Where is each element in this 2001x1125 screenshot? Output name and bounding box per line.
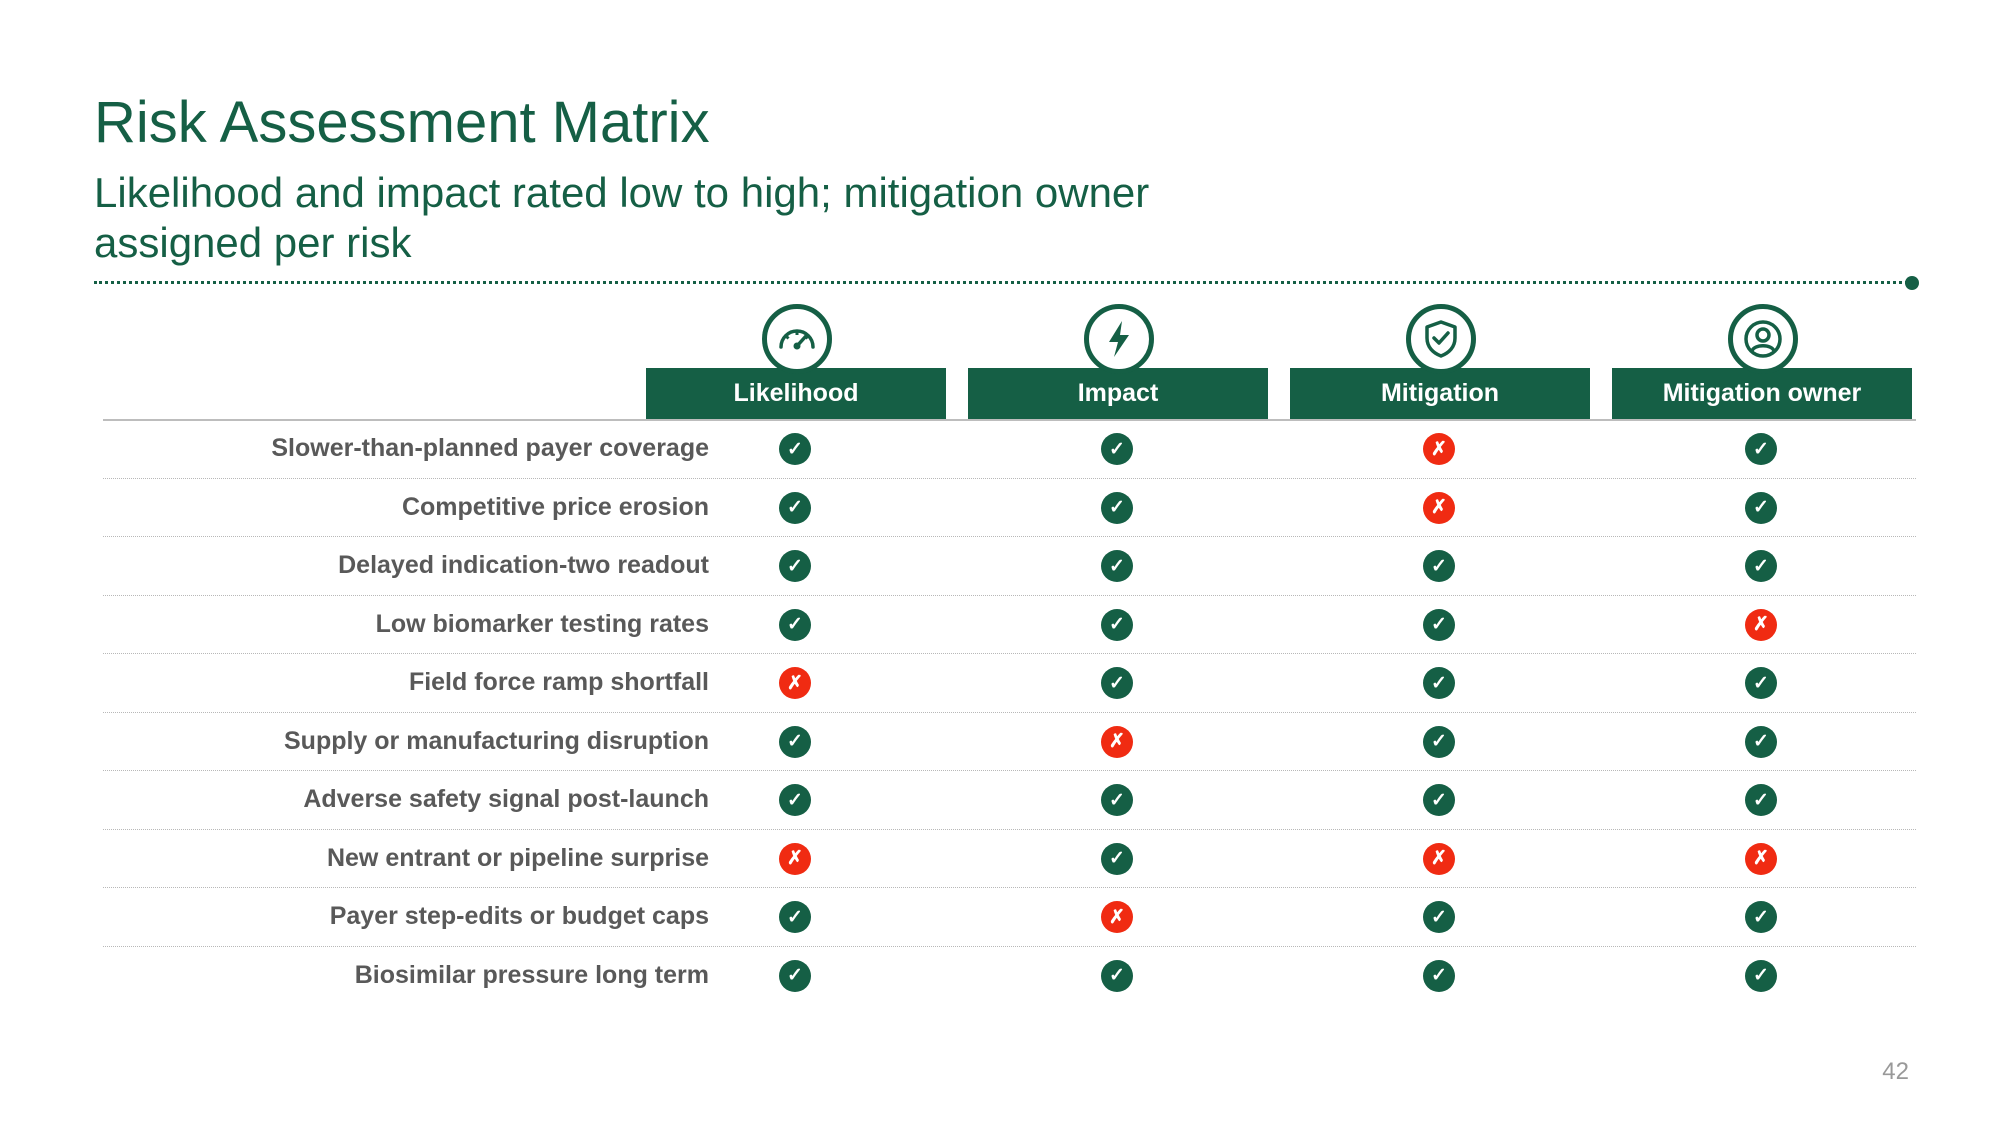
column-header-impact: Impact bbox=[968, 304, 1268, 419]
column-header-likelihood: Likelihood bbox=[646, 304, 946, 419]
check-icon: ✓ bbox=[1101, 608, 1133, 641]
risk-table: Slower-than-planned payer coverage ✓ ✓ ✗ ✓ Co… bbox=[103, 420, 1916, 1004]
table-row: Competitive price erosion ✓ ✓ ✗ ✓ bbox=[103, 479, 1916, 537]
risk-label: Competitive price erosion bbox=[401, 492, 709, 521]
table-row: Adverse safety signal post-launch ✓ ✓ ✓ ✓ bbox=[103, 771, 1916, 830]
risk-label: Slower-than-planned payer coverage bbox=[271, 434, 709, 463]
check-icon: ✓ bbox=[1101, 842, 1133, 875]
check-icon: ✓ bbox=[1745, 784, 1777, 816]
lightning-icon bbox=[1084, 304, 1154, 374]
check-icon: ✓ bbox=[1101, 667, 1133, 699]
cross-icon: ✗ bbox=[779, 667, 811, 699]
check-icon: ✓ bbox=[1101, 784, 1133, 816]
column-label: Impact bbox=[968, 368, 1268, 419]
slide-subtitle: Likelihood and impact rated low to high;… bbox=[94, 169, 1150, 266]
risk-label: New entrant or pipeline surprise bbox=[326, 843, 709, 872]
title-divider bbox=[94, 281, 1908, 284]
table-row: Field force ramp shortfall ✗ ✓ ✓ ✓ bbox=[103, 654, 1916, 713]
check-icon: ✓ bbox=[1101, 491, 1133, 524]
column-label: Likelihood bbox=[646, 368, 946, 419]
check-icon: ✓ bbox=[1745, 667, 1777, 699]
table-row: Low biomarker testing rates ✓ ✓ ✓ ✗ bbox=[103, 596, 1916, 654]
check-icon: ✓ bbox=[1101, 959, 1133, 992]
slide-title: Risk Assessment Matrix bbox=[94, 90, 710, 155]
risk-label: Biosimilar pressure long term bbox=[354, 960, 709, 989]
risk-label: Payer step-edits or budget caps bbox=[329, 902, 709, 931]
header-divider bbox=[103, 419, 1916, 421]
divider-end-dot bbox=[1905, 276, 1919, 290]
risk-label: Field force ramp shortfall bbox=[408, 668, 709, 697]
cross-icon: ✗ bbox=[1101, 901, 1133, 933]
check-icon: ✓ bbox=[779, 901, 811, 933]
table-row: Delayed indication-two readout ✓ ✓ ✓ ✓ bbox=[103, 537, 1916, 596]
table-row: Biosimilar pressure long term ✓ ✓ ✓ ✓ bbox=[103, 947, 1916, 1005]
table-row: Supply or manufacturing disruption ✓ ✗ ✓ ✓ bbox=[103, 713, 1916, 771]
shield-check-icon bbox=[1406, 304, 1476, 374]
cross-icon: ✗ bbox=[1423, 491, 1455, 524]
check-icon: ✓ bbox=[1423, 901, 1455, 933]
column-header-mitigation-owner: Mitigation owner bbox=[1612, 304, 1912, 419]
table-row: New entrant or pipeline surprise ✗ ✓ ✗ ✗ bbox=[103, 830, 1916, 888]
gauge-icon bbox=[762, 304, 832, 374]
check-icon: ✓ bbox=[1423, 608, 1455, 641]
page-number: 42 bbox=[1882, 1058, 1909, 1085]
cross-icon: ✗ bbox=[1745, 842, 1777, 875]
cross-icon: ✗ bbox=[1101, 725, 1133, 758]
table-row: Slower-than-planned payer coverage ✓ ✓ ✗ ✓ bbox=[103, 420, 1916, 479]
risk-label: Supply or manufacturing disruption bbox=[284, 726, 709, 755]
table-row: Payer step-edits or budget caps ✓ ✗ ✓ ✓ bbox=[103, 888, 1916, 947]
column-label: Mitigation owner bbox=[1612, 368, 1912, 419]
cross-icon: ✗ bbox=[779, 842, 811, 875]
check-icon: ✓ bbox=[779, 784, 811, 816]
check-icon: ✓ bbox=[779, 608, 811, 641]
check-icon: ✓ bbox=[779, 491, 811, 524]
check-icon: ✓ bbox=[1745, 901, 1777, 933]
column-label: Mitigation bbox=[1290, 368, 1590, 419]
check-icon: ✓ bbox=[1745, 725, 1777, 758]
cross-icon: ✗ bbox=[1423, 433, 1455, 465]
risk-label: Low biomarker testing rates bbox=[375, 609, 709, 638]
column-header-mitigation: Mitigation bbox=[1290, 304, 1590, 419]
check-icon: ✓ bbox=[1423, 550, 1455, 582]
check-icon: ✓ bbox=[1423, 959, 1455, 992]
check-icon: ✓ bbox=[1745, 433, 1777, 465]
check-icon: ✓ bbox=[1423, 667, 1455, 699]
risk-label: Delayed indication-two readout bbox=[338, 551, 709, 580]
check-icon: ✓ bbox=[1745, 491, 1777, 524]
cross-icon: ✗ bbox=[1423, 842, 1455, 875]
check-icon: ✓ bbox=[1423, 784, 1455, 816]
check-icon: ✓ bbox=[779, 959, 811, 992]
check-icon: ✓ bbox=[779, 433, 811, 465]
check-icon: ✓ bbox=[779, 550, 811, 582]
check-icon: ✓ bbox=[1101, 550, 1133, 582]
cross-icon: ✗ bbox=[1745, 608, 1777, 641]
check-icon: ✓ bbox=[1101, 433, 1133, 465]
check-icon: ✓ bbox=[1745, 959, 1777, 992]
check-icon: ✓ bbox=[1745, 550, 1777, 582]
risk-label: Adverse safety signal post-launch bbox=[303, 785, 709, 814]
user-icon bbox=[1728, 304, 1798, 374]
check-icon: ✓ bbox=[1423, 725, 1455, 758]
check-icon: ✓ bbox=[779, 725, 811, 758]
